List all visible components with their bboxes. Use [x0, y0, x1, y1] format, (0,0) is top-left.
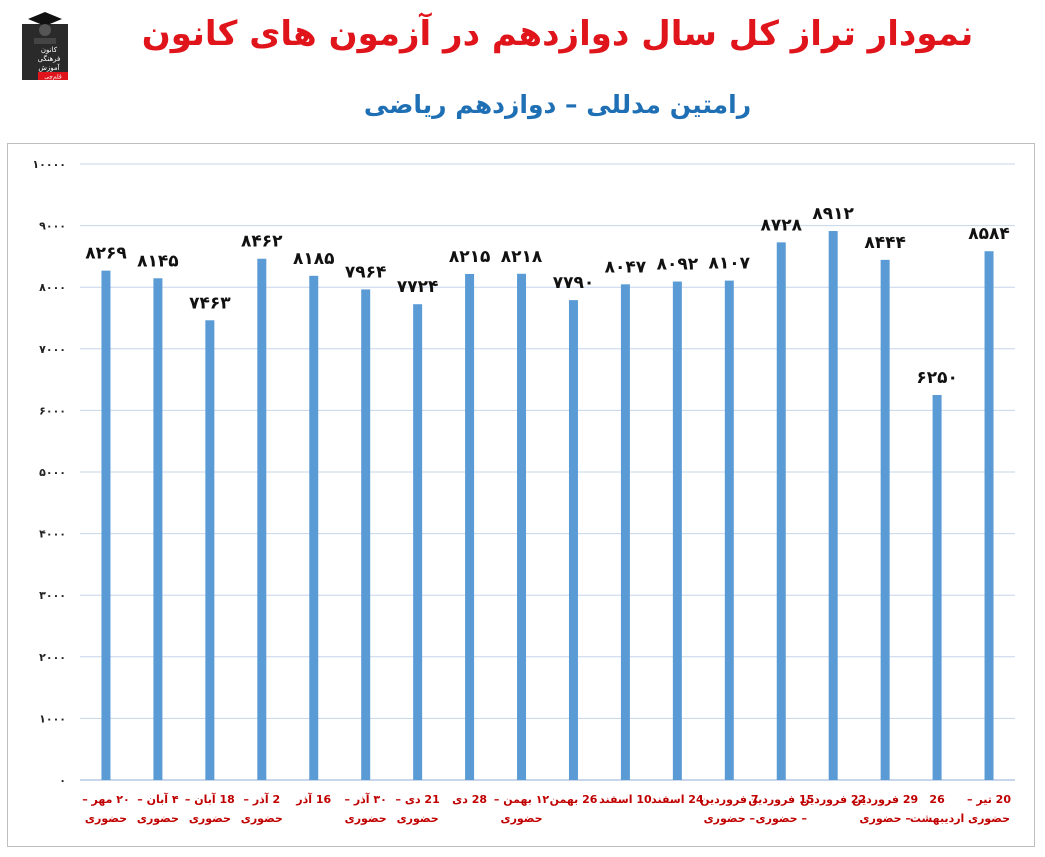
chart-frame	[7, 143, 1035, 847]
category-label: 18 آبان –	[185, 792, 235, 806]
value-label: ۸۴۴۴	[864, 233, 906, 253]
bars	[101, 231, 994, 781]
category-label: 20 تیر –	[967, 793, 1011, 806]
bar	[984, 251, 994, 781]
category-label: 29 فروردین	[852, 793, 918, 806]
bar	[205, 320, 215, 780]
category-label: 15 فروردین	[748, 793, 814, 806]
value-label: ۸۱۸۵	[293, 249, 335, 269]
category-label: حضوری	[968, 812, 1010, 825]
chart-title: نمودار تراز کل سال دوازدهم در آزمون های …	[141, 14, 974, 54]
category-labels: ۲۰ مهر – حضوری ۴ آبان – حضوری 18 آبان – حضوری…	[82, 792, 1011, 825]
y-axis-ticks: ۰ ۱۰۰۰ ۲۰۰۰ ۳۰۰۰ ۴۰۰۰ ۵۰۰۰ ۶۰۰۰ ۷۰۰۰ ۸۰۰۰ ۹۰۰۰ ۱۰۰…	[32, 158, 66, 787]
bar	[672, 281, 682, 780]
category-label: 21 دی –	[396, 793, 440, 806]
value-label: ۸۰۴۷	[605, 257, 647, 277]
bar	[620, 284, 630, 780]
category-label: حضوری	[189, 812, 231, 825]
value-label: ۸۵۸۴	[968, 224, 1010, 244]
logo-line-2: فرهنگی	[38, 54, 61, 63]
bar	[932, 395, 942, 780]
value-label: ۸۲۶۹	[85, 244, 127, 264]
category-label: – حضوری	[704, 812, 755, 825]
logo-badge: قلم‌چی	[44, 74, 62, 81]
value-label: ۸۲۱۵	[449, 247, 491, 267]
bar	[309, 275, 319, 780]
category-label: 7 فروردین	[700, 793, 758, 806]
value-label: ۸۱۴۵	[137, 251, 179, 271]
category-label: حضوری	[500, 812, 542, 825]
value-labels: ۸۲۶۹ ۸۱۴۵ ۷۴۶۳ ۸۴۶۲ ۸۱۸۵ ۷۹۶۴ ۷۷۲۴ ۸۲۱۵ ۸۲۱۸ ۷۷۹۰…	[85, 204, 1010, 388]
y-tick-label: ۹۰۰۰	[39, 220, 66, 233]
bar	[828, 231, 838, 780]
value-label: ۶۲۵۰	[916, 368, 958, 388]
bar	[724, 280, 734, 780]
category-label: حضوری	[85, 812, 127, 825]
y-tick-label: ۰	[59, 774, 66, 787]
y-tick-label: ۶۰۰۰	[39, 404, 66, 417]
y-tick-label: ۴۰۰۰	[39, 528, 66, 541]
chart-subtitle: رامتین مدللی – دوازدهم ریاضی	[363, 90, 752, 119]
bar	[101, 270, 111, 780]
category-label: ۴ آبان –	[137, 792, 179, 806]
bar	[776, 242, 786, 780]
value-label: ۷۷۹۰	[553, 273, 595, 293]
bar	[568, 300, 578, 780]
bar	[413, 304, 423, 780]
category-label: 26 بهمن	[550, 793, 598, 806]
category-label: 22 فروردین	[800, 793, 866, 806]
category-label: ۲۰ مهر –	[82, 793, 130, 806]
category-label: ۳۰ آذر –	[345, 792, 387, 806]
logo-line-1: کانون	[41, 46, 58, 54]
category-label: – حضوری	[859, 812, 910, 825]
bar	[361, 289, 371, 780]
category-label: 2 آذر –	[244, 792, 281, 806]
bar	[153, 278, 163, 780]
category-label: 26	[929, 793, 945, 806]
y-tick-label: ۱۰۰۰	[39, 712, 66, 725]
value-label: ۷۴۶۳	[189, 293, 231, 313]
category-label: اردیبهشت	[910, 812, 964, 825]
category-label: 16 آذر	[295, 792, 331, 806]
bar	[257, 258, 267, 780]
graduate-logo-icon: کانون فرهنگی آموزش قلم‌چی	[22, 12, 68, 81]
category-label: 28 دی	[452, 793, 487, 806]
gridlines	[80, 163, 1015, 781]
bar	[517, 273, 527, 780]
category-label: حضوری	[241, 812, 283, 825]
category-label: 10 اسفند	[599, 793, 652, 806]
value-label: ۸۰۹۲	[657, 255, 699, 275]
y-tick-label: ۵۰۰۰	[39, 466, 66, 479]
value-label: ۸۱۰۷	[709, 254, 751, 274]
category-label: ۱۲ بهمن –	[494, 793, 550, 806]
y-tick-label: ۸۰۰۰	[39, 281, 66, 294]
category-label: – حضوری	[756, 812, 807, 825]
y-tick-label: ۱۰۰۰۰	[32, 158, 66, 171]
value-label: ۷۷۲۴	[397, 277, 439, 297]
y-tick-label: ۳۰۰۰	[39, 589, 66, 602]
value-label: ۸۴۶۲	[241, 232, 283, 252]
logo-line-3: آموزش	[38, 63, 60, 72]
category-label: حضوری	[345, 812, 387, 825]
bar	[880, 259, 890, 780]
category-label: حضوری	[137, 812, 179, 825]
category-label: حضوری	[397, 812, 439, 825]
category-label: 24 اسفند	[651, 793, 704, 806]
y-tick-label: ۲۰۰۰	[39, 651, 66, 664]
value-label: ۷۹۶۴	[345, 262, 387, 282]
bar	[465, 273, 475, 780]
value-label: ۸۹۱۲	[812, 204, 854, 224]
value-label: ۸۲۱۸	[501, 247, 543, 267]
y-tick-label: ۷۰۰۰	[39, 343, 66, 356]
value-label: ۸۷۲۸	[760, 215, 802, 235]
